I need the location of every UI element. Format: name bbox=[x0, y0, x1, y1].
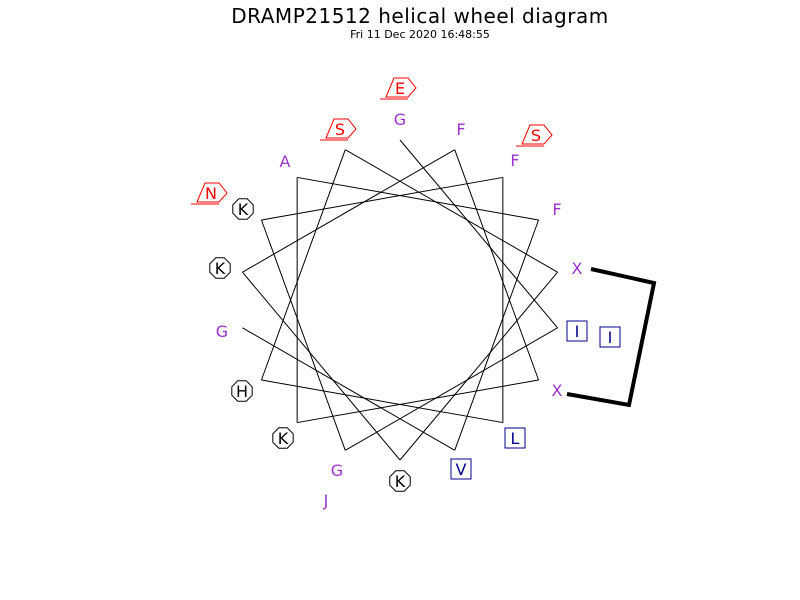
residue-11: K bbox=[272, 427, 294, 449]
residue-letter: K bbox=[278, 429, 289, 448]
residue-8: V bbox=[450, 458, 472, 480]
residue-labels: G F F F X I X L V K G K H G K K A S E S I J N bbox=[191, 77, 621, 510]
wheel-star-polygon bbox=[242, 139, 558, 461]
residue-12: H bbox=[231, 380, 253, 402]
square-marker bbox=[504, 427, 526, 449]
wheel-edge bbox=[261, 379, 503, 424]
square-marker bbox=[566, 320, 588, 342]
square-marker bbox=[599, 326, 621, 348]
outer-residue-3: J bbox=[323, 491, 329, 510]
x-bond-bracket bbox=[566, 267, 657, 408]
wheel-connector-bracket bbox=[566, 267, 657, 408]
residue-7: L bbox=[504, 427, 526, 449]
wheel-edge bbox=[260, 149, 346, 381]
pentagon-marker bbox=[385, 77, 417, 98]
octagon-marker bbox=[272, 427, 294, 449]
diagram-timestamp: Fri 11 Dec 2020 16:48:55 bbox=[350, 28, 490, 41]
wheel-edge bbox=[454, 149, 540, 381]
residue-0: G bbox=[394, 110, 406, 129]
residue-16: A bbox=[280, 152, 291, 171]
residue-4: X bbox=[572, 259, 583, 278]
pentagon-marker bbox=[325, 118, 357, 139]
wheel-edge bbox=[261, 176, 503, 221]
residue-17: S bbox=[320, 118, 357, 141]
wheel-edge bbox=[454, 219, 540, 451]
outer-residue-0: E bbox=[380, 77, 417, 100]
wheel-edge bbox=[399, 139, 558, 329]
residue-letter: E bbox=[395, 79, 405, 98]
octagon-marker bbox=[232, 198, 254, 220]
residue-letter: F bbox=[456, 120, 465, 139]
residue-1: F bbox=[456, 120, 465, 139]
residue-letter: K bbox=[395, 472, 406, 491]
residue-letter: L bbox=[511, 429, 520, 448]
residue-15: K bbox=[232, 198, 254, 220]
pentagon-marker bbox=[196, 182, 228, 203]
residue-letter: G bbox=[331, 461, 343, 480]
residue-2: F bbox=[510, 151, 519, 170]
residue-letter: G bbox=[394, 110, 406, 129]
residue-10: G bbox=[331, 461, 343, 480]
wheel-edge bbox=[242, 149, 455, 273]
residue-letter: K bbox=[238, 200, 249, 219]
residue-letter: F bbox=[552, 200, 561, 219]
residue-9: K bbox=[389, 470, 411, 492]
residue-letter: X bbox=[572, 259, 583, 278]
wheel-edge bbox=[242, 327, 455, 451]
octagon-marker bbox=[231, 380, 253, 402]
wheel-edge bbox=[345, 327, 558, 451]
residue-letter: S bbox=[335, 120, 345, 139]
residue-letter: F bbox=[510, 151, 519, 170]
residue-letter: J bbox=[323, 491, 329, 510]
outer-residue-1: S bbox=[516, 124, 553, 147]
residue-6: X bbox=[552, 381, 563, 400]
square-marker bbox=[450, 458, 472, 480]
wheel-edge bbox=[260, 219, 346, 451]
wheel-edge bbox=[345, 149, 558, 273]
residue-letter: X bbox=[552, 381, 563, 400]
residue-letter: A bbox=[280, 152, 291, 171]
residue-letter: I bbox=[575, 322, 580, 341]
outer-residue-2: I bbox=[599, 326, 621, 348]
octagon-marker bbox=[209, 257, 231, 279]
residue-letter: V bbox=[456, 460, 467, 479]
wheel-edge bbox=[297, 379, 539, 424]
residue-letter: G bbox=[216, 322, 228, 341]
outer-residue-4: N bbox=[191, 182, 228, 205]
residue-3: F bbox=[552, 200, 561, 219]
wheel-edge bbox=[399, 271, 558, 461]
wheel-edge bbox=[297, 176, 539, 221]
wheel-edge bbox=[242, 271, 401, 461]
diagram-title: DRAMP21512 helical wheel diagram bbox=[231, 4, 609, 28]
pentagon-marker bbox=[521, 124, 553, 145]
residue-letter: K bbox=[215, 259, 226, 278]
residue-letter: H bbox=[236, 382, 248, 401]
residue-letter: S bbox=[531, 126, 541, 145]
residue-letter: N bbox=[205, 184, 217, 203]
residue-letter: I bbox=[608, 328, 613, 347]
residue-14: K bbox=[209, 257, 231, 279]
octagon-marker bbox=[389, 470, 411, 492]
residue-5: I bbox=[566, 320, 588, 342]
residue-13: G bbox=[216, 322, 228, 341]
